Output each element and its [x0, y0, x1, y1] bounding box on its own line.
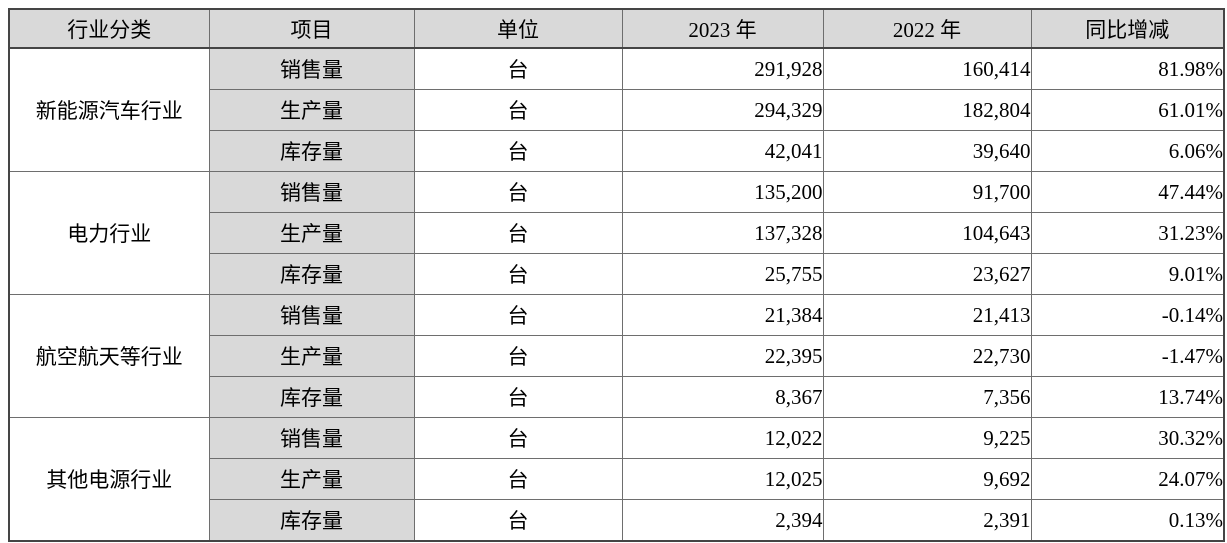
table-row: 生产量 台 12,025 9,692 24.07% — [9, 458, 1225, 500]
table-row: 库存量 台 42,041 39,640 6.06% — [9, 130, 1225, 172]
yoy-change-cell: 31.23% — [1030, 212, 1225, 254]
value-2022-cell: 9,692 — [822, 458, 1032, 500]
table-row: 其他电源行业 销售量 台 12,022 9,225 30.32% — [8, 417, 1225, 542]
industry-cell-nev: 新能源汽车行业 — [8, 47, 210, 172]
column-header-2022: 2022 年 — [822, 8, 1032, 49]
industry-cell-aerospace: 航空航天等行业 — [8, 294, 210, 418]
value-2023-cell: 22,395 — [621, 335, 824, 377]
item-cell: 库存量 — [208, 376, 415, 418]
unit-cell: 台 — [413, 376, 623, 418]
item-cell: 销售量 — [208, 47, 415, 90]
yoy-change-cell: 6.06% — [1030, 130, 1225, 172]
value-2022-cell: 9,225 — [822, 417, 1032, 459]
table-row: 库存量 台 8,367 7,356 13.74% — [9, 376, 1225, 418]
value-2023-cell: 137,328 — [621, 212, 824, 254]
yoy-change-cell: 47.44% — [1030, 171, 1225, 213]
value-2022-cell: 22,730 — [822, 335, 1032, 377]
industry-production-sales-table: 行业分类 项目 单位 2023 年 2022 年 同比增减 新能源汽车行业 销售… — [8, 8, 1225, 542]
table-row: 电力行业 销售量 台 135,200 91,700 47.44% — [8, 171, 1225, 295]
column-header-industry: 行业分类 — [8, 8, 210, 49]
header-row: 行业分类 项目 单位 2023 年 2022 年 同比增减 — [8, 8, 1225, 49]
value-2022-cell: 21,413 — [822, 294, 1032, 336]
value-2022-cell: 7,356 — [822, 376, 1032, 418]
column-header-yoy-change: 同比增减 — [1030, 8, 1225, 49]
value-2022-cell: 23,627 — [822, 253, 1032, 295]
yoy-change-cell: 13.74% — [1030, 376, 1225, 418]
value-2023-cell: 25,755 — [621, 253, 824, 295]
value-2023-cell: 291,928 — [621, 47, 824, 90]
value-2023-cell: 294,329 — [621, 89, 824, 131]
table-row: 新能源汽车行业 销售量 台 291,928 160,414 81.98% — [8, 47, 1225, 172]
yoy-change-cell: -1.47% — [1030, 335, 1225, 377]
unit-cell: 台 — [413, 253, 623, 295]
yoy-change-cell: 9.01% — [1030, 253, 1225, 295]
unit-cell: 台 — [413, 89, 623, 131]
value-2023-cell: 135,200 — [621, 171, 824, 213]
table-row: 库存量 台 25,755 23,627 9.01% — [9, 253, 1225, 295]
industry-cell-power: 电力行业 — [8, 171, 210, 295]
column-header-unit: 单位 — [413, 8, 623, 49]
column-header-2023: 2023 年 — [621, 8, 824, 49]
value-2023-cell: 12,025 — [621, 458, 824, 500]
table-row: 库存量 台 2,394 2,391 0.13% — [9, 499, 1225, 542]
value-2022-cell: 39,640 — [822, 130, 1032, 172]
item-cell: 销售量 — [208, 417, 415, 459]
yoy-change-cell: -0.14% — [1030, 294, 1225, 336]
unit-cell: 台 — [413, 212, 623, 254]
item-cell: 销售量 — [208, 294, 415, 336]
value-2022-cell: 104,643 — [822, 212, 1032, 254]
item-cell: 销售量 — [208, 171, 415, 213]
yoy-change-cell: 61.01% — [1030, 89, 1225, 131]
item-cell: 生产量 — [208, 335, 415, 377]
yoy-change-cell: 30.32% — [1030, 417, 1225, 459]
item-cell: 生产量 — [208, 458, 415, 500]
table-row: 生产量 台 294,329 182,804 61.01% — [9, 89, 1225, 131]
item-cell: 生产量 — [208, 89, 415, 131]
yoy-change-cell: 81.98% — [1030, 47, 1225, 90]
item-cell: 生产量 — [208, 212, 415, 254]
value-2023-cell: 8,367 — [621, 376, 824, 418]
unit-cell: 台 — [413, 458, 623, 500]
value-2022-cell: 2,391 — [822, 499, 1032, 542]
yoy-change-cell: 0.13% — [1030, 499, 1225, 542]
value-2022-cell: 91,700 — [822, 171, 1032, 213]
unit-cell: 台 — [413, 171, 623, 213]
unit-cell: 台 — [413, 499, 623, 542]
table-row: 航空航天等行业 销售量 台 21,384 21,413 -0.14% — [8, 294, 1225, 418]
item-cell: 库存量 — [208, 499, 415, 542]
yoy-change-cell: 24.07% — [1030, 458, 1225, 500]
value-2023-cell: 42,041 — [621, 130, 824, 172]
value-2023-cell: 12,022 — [621, 417, 824, 459]
value-2022-cell: 182,804 — [822, 89, 1032, 131]
column-header-item: 项目 — [208, 8, 415, 49]
unit-cell: 台 — [413, 47, 623, 90]
value-2023-cell: 2,394 — [621, 499, 824, 542]
unit-cell: 台 — [413, 130, 623, 172]
value-2022-cell: 160,414 — [822, 47, 1032, 90]
unit-cell: 台 — [413, 335, 623, 377]
industry-cell-other-power: 其他电源行业 — [8, 417, 210, 542]
value-2023-cell: 21,384 — [621, 294, 824, 336]
item-cell: 库存量 — [208, 130, 415, 172]
table-row: 生产量 台 137,328 104,643 31.23% — [9, 212, 1225, 254]
item-cell: 库存量 — [208, 253, 415, 295]
unit-cell: 台 — [413, 417, 623, 459]
unit-cell: 台 — [413, 294, 623, 336]
